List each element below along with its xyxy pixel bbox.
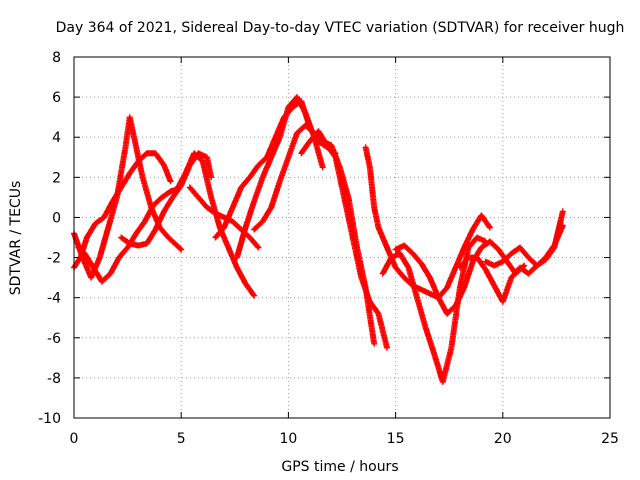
- x-tick-label: 5: [177, 431, 186, 447]
- y-tick-label: 6: [52, 90, 61, 106]
- x-tick-label: 20: [494, 431, 512, 447]
- x-tick-label: 0: [70, 431, 79, 447]
- grid-lines: [74, 57, 610, 418]
- y-tick-label: 4: [52, 130, 61, 146]
- y-tick-label: -4: [47, 291, 61, 307]
- plot-frame: [73, 56, 611, 419]
- y-tick-label: 0: [52, 210, 61, 226]
- plus-markers: [71, 94, 566, 385]
- tick-labels: 0 5 10 15 20 25 -10 -8 -6 -4 -2 0 2 4 6 8: [38, 50, 619, 447]
- data-points: [71, 94, 566, 385]
- y-tick-label: -8: [47, 371, 61, 387]
- y-axis-label: SDTVAR / TECUs: [8, 181, 24, 296]
- y-tick-label: -2: [47, 251, 61, 267]
- y-tick-label: -6: [47, 331, 61, 347]
- y-tick-label: 2: [52, 170, 61, 186]
- x-axis-label: GPS time / hours: [281, 459, 398, 475]
- x-tick-label: 25: [601, 431, 619, 447]
- y-tick-label: 8: [52, 50, 61, 66]
- chart-title: Day 364 of 2021, Sidereal Day-to-day VTE…: [56, 20, 625, 36]
- axes-frame: [73, 56, 611, 419]
- y-tick-label: -10: [38, 411, 61, 427]
- x-tick-label: 15: [387, 431, 405, 447]
- x-tick-label: 10: [279, 431, 297, 447]
